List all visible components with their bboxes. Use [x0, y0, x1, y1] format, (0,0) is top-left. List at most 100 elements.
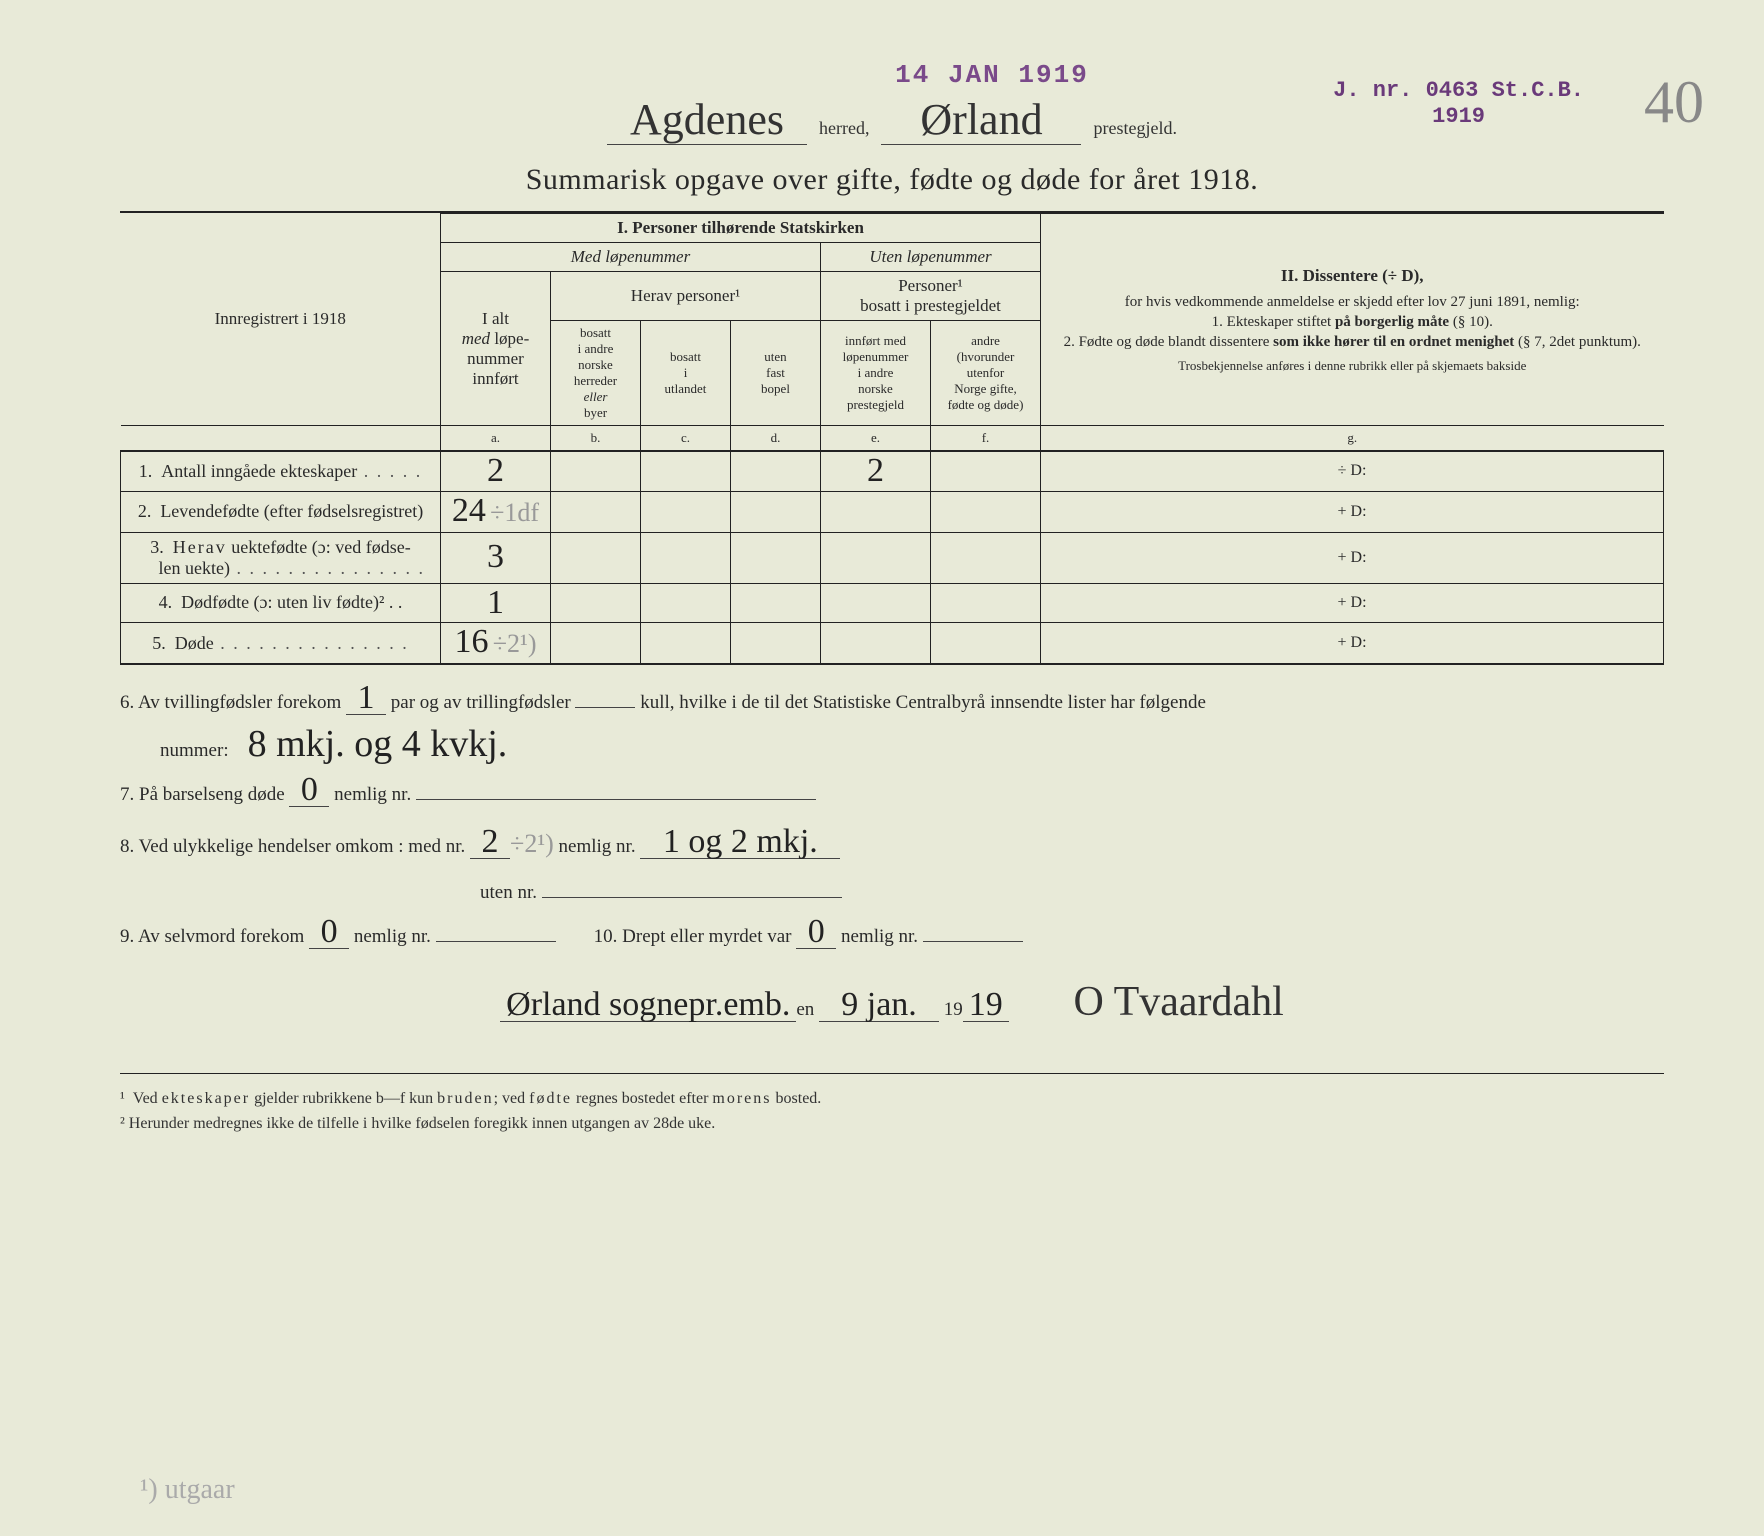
footnote-2: ² Herunder medregnes ikke de tilfelle i … [120, 1111, 1664, 1137]
row-num: 1. [139, 461, 153, 481]
line9-val: 0 [309, 917, 349, 949]
line6-b: par og av trillingfødsler [391, 692, 571, 713]
med-lope-header: Med løpenummer [441, 243, 821, 272]
cell-g: + D: [1041, 583, 1664, 623]
line6-val2 [575, 707, 635, 708]
section1-header: I. Personer tilhørende Statskirken [441, 214, 1041, 243]
row-label-text: Antall inngåede ekteskaper [161, 461, 357, 481]
personer-bosatt-header: Personer¹bosatt i prestegjeldet [821, 272, 1041, 321]
pencil-marginal-note: ¹) utgaar [140, 1474, 235, 1506]
col-letter-b: b. [551, 426, 641, 452]
table-row: 4. Dødfødte (ɔ: uten liv fødte)² . . 1 +… [121, 583, 1664, 623]
cell-g: + D: [1041, 491, 1664, 532]
line8-hand: 1 og 2 mkj. [640, 827, 840, 859]
line10-b: nemlig nr. [841, 926, 918, 947]
line-7: 7. På barselseng døde 0 nemlig nr. [120, 775, 1664, 813]
cell-note: ÷1df [490, 498, 539, 527]
journal-number-stamp: J. nr. 0463 St.C.B. 1919 [1333, 78, 1584, 131]
left-header: Innregistrert i 1918 [121, 214, 441, 426]
line7-b: nemlig nr. [334, 784, 411, 805]
year-val: 19 [963, 990, 1009, 1022]
dissenter-title: II. Dissentere (÷ D), [1047, 265, 1658, 288]
line6-val1: 1 [346, 683, 386, 715]
herred-field: Agdenes [607, 98, 807, 145]
line6-hand: 8 mkj. og 4 kvkj. [248, 723, 508, 765]
col-letter-a: a. [441, 426, 551, 452]
line8-c: uten nr. [480, 882, 537, 903]
row-num: 3. [150, 537, 164, 557]
form-title: Summarisk opgave over gifte, fødte og dø… [120, 163, 1664, 213]
line-8b: uten nr. [120, 875, 1664, 911]
cell-f [931, 451, 1041, 491]
dissenter-body: for hvis vedkommende anmeldelse er skjed… [1047, 292, 1658, 353]
cell-g: + D: [1041, 532, 1664, 583]
cell-g: ÷ D: [1041, 451, 1664, 491]
line-6b: nummer: 8 mkj. og 4 kvkj. [120, 727, 1664, 769]
line-9-10: 9. Av selvmord forekom 0 nemlig nr. 10. … [120, 917, 1664, 955]
row-label-text: Levendefødte (efter fødselsregistret) [160, 501, 423, 521]
cell-e: 2 [867, 452, 884, 489]
signature: O Tvaardahl [1074, 963, 1284, 1043]
line-8: 8. Ved ulykkelige hendelser omkom : med … [120, 819, 1664, 868]
line9-a: 9. Av selvmord forekom [120, 926, 304, 947]
cell-b [551, 451, 641, 491]
cell-a: 24 [452, 492, 486, 529]
col-letter-e: e. [821, 426, 931, 452]
line8-val1: 2 [470, 827, 510, 859]
table-row: 5. Døde 16 ÷2¹) + D: [121, 623, 1664, 665]
date-day: 9 jan. [819, 990, 939, 1022]
line-6: 6. Av tvillingfødsler forekom 1 par og a… [120, 683, 1664, 721]
uten-lope-header: Uten løpenummer [821, 243, 1041, 272]
cell-a: 3 [487, 538, 504, 575]
line6-a: 6. Av tvillingfødsler forekom [120, 692, 341, 713]
section2-header: II. Dissentere (÷ D), for hvis vedkommen… [1041, 214, 1664, 426]
col-letter-g: g. [1041, 426, 1664, 452]
line10-val: 0 [796, 917, 836, 949]
line7-val: 0 [289, 775, 329, 807]
header-row: Agdenes herred, Ørland prestegjeld. J. n… [120, 98, 1664, 145]
col-c-header: bosattiutlandet [641, 321, 731, 426]
main-table: Innregistrert i 1918 I. Personer tilhøre… [120, 213, 1664, 665]
cell-g: + D: [1041, 623, 1664, 665]
prestegjeld-field: Ørland [881, 98, 1081, 145]
col-letter-c: c. [641, 426, 731, 452]
cell-c [641, 451, 731, 491]
cell-a: 1 [487, 584, 504, 621]
row-num: 5. [152, 633, 166, 653]
footnote-1: ¹ Ved ekteskaper gjelder rubrikkene b—f … [120, 1086, 1664, 1112]
line6-d: nummer: [160, 740, 229, 761]
jnr-line1: J. nr. 0463 St.C.B. [1333, 78, 1584, 104]
herav-header: Herav personer¹ [551, 272, 821, 321]
col-d-header: utenfastbopel [731, 321, 821, 426]
cell-d [731, 451, 821, 491]
line9-b: nemlig nr. [354, 926, 431, 947]
row-num: 2. [138, 501, 152, 521]
line8-note: ÷2¹) [510, 829, 554, 858]
jnr-line2: 1919 [1333, 104, 1584, 130]
col-letter-d: d. [731, 426, 821, 452]
year-prefix: 19 [944, 999, 963, 1020]
table-row: 2. Levendefødte (efter fødselsregistret)… [121, 491, 1664, 532]
line6-c: kull, hvilke i de til det Statistiske Ce… [640, 692, 1206, 713]
date-label: en [796, 999, 814, 1020]
line7-a: 7. På barselseng døde [120, 784, 285, 805]
col-a-header: I altmed løpe-nummerinnført [441, 272, 551, 426]
prestegjeld-label: prestegjeld. [1093, 118, 1176, 145]
cell-a: 16 [455, 623, 489, 660]
cell-note: ÷2¹) [493, 629, 537, 658]
herred-label: herred, [819, 118, 869, 145]
row-label-text: Døde [175, 633, 214, 653]
dissenter-footer: Trosbekjennelse anføres i denne rubrikk … [1047, 357, 1658, 375]
footnotes: ¹ Ved ekteskaper gjelder rubrikkene b—f … [120, 1073, 1664, 1137]
table-row: 3. Herav uektefødte (ɔ: ved fødse- len u… [121, 532, 1664, 583]
row-num: 4. [159, 592, 173, 612]
col-e-header: innført medløpenummeri andrenorskepreste… [821, 321, 931, 426]
line8-b: nemlig nr. [559, 836, 636, 857]
col-b-header: bosatti andrenorskeherrederellerbyer [551, 321, 641, 426]
page-number: 40 [1644, 68, 1704, 137]
signature-row: Ørland sognepr.emb.en 9 jan. 1919 O Tvaa… [120, 963, 1664, 1043]
col-f-header: andre(hvorunderutenforNorge gifte,fødte … [931, 321, 1041, 426]
line8-a: 8. Ved ulykkelige hendelser omkom : med … [120, 836, 465, 857]
place-field: Ørland sognepr.emb. [500, 990, 796, 1022]
cell-a: 2 [487, 452, 504, 489]
